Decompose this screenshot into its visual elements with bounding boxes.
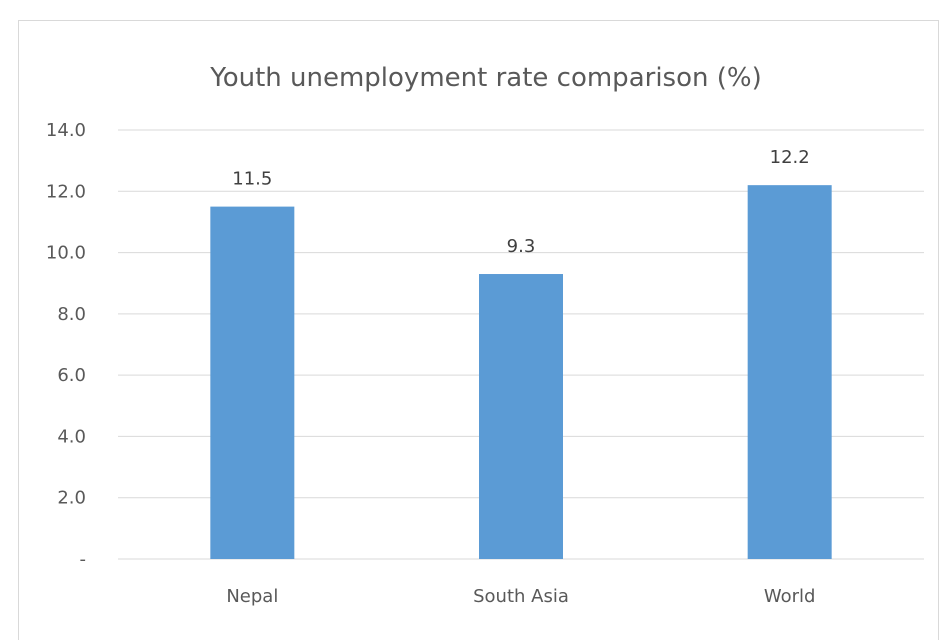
data-labels: 11.5 9.3 12.2: [232, 147, 809, 257]
y-tick-label: 4.0: [57, 426, 86, 447]
y-tick-label: 14.0: [46, 120, 86, 141]
bars: [210, 185, 832, 559]
data-label: 9.3: [507, 236, 536, 257]
y-tick-label: 10.0: [46, 243, 86, 264]
y-tick-label: 2.0: [57, 488, 86, 509]
y-tick-label: 8.0: [57, 304, 86, 325]
y-axis-tick-labels: - 2.0 4.0 6.0 8.0 10.0 12.0 14.0: [46, 120, 86, 570]
y-tick-label: -: [80, 549, 87, 570]
chart-title: Youth unemployment rate comparison (%): [209, 63, 761, 93]
y-tick-label: 12.0: [46, 181, 86, 202]
data-label: 12.2: [770, 147, 810, 168]
x-axis-category-labels: Nepal South Asia World: [226, 586, 815, 607]
x-category-label: South Asia: [473, 586, 569, 607]
bar-nepal: [210, 206, 295, 559]
x-category-label: Nepal: [226, 586, 278, 607]
bar-south-asia: [479, 274, 563, 559]
data-label: 11.5: [232, 169, 272, 190]
x-category-label: World: [764, 586, 816, 607]
bar-world: [747, 185, 832, 559]
bar-chart: Youth unemployment rate comparison (%) -…: [46, 63, 924, 607]
y-tick-label: 6.0: [57, 365, 86, 386]
